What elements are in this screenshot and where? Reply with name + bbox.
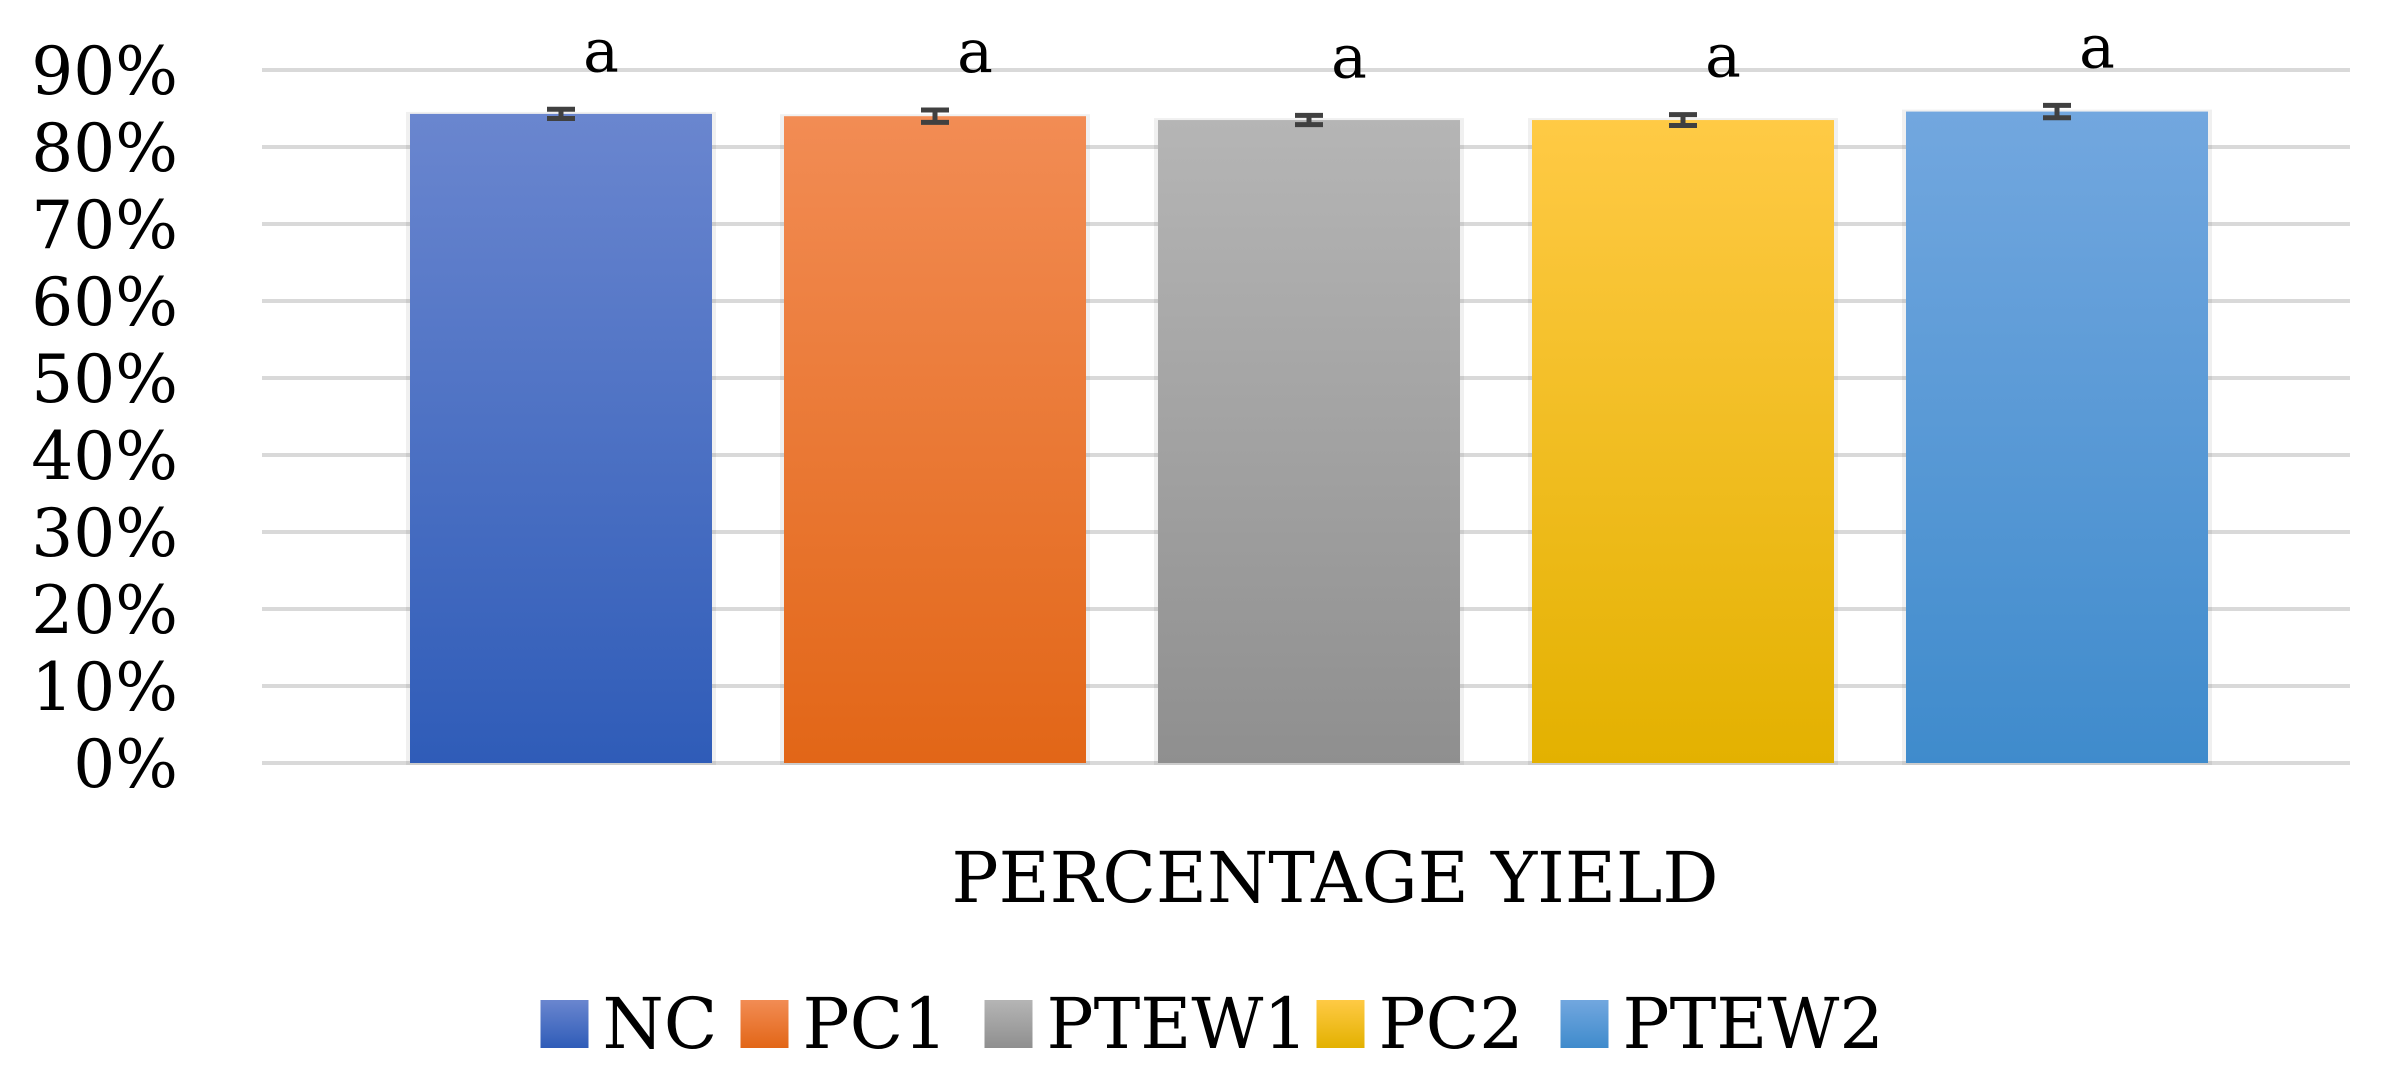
bar-pc2 bbox=[1532, 120, 1834, 764]
legend-item-pc1: PC1 bbox=[740, 983, 948, 1065]
legend-item-nc: NC bbox=[540, 983, 718, 1065]
bar-pc1 bbox=[784, 116, 1086, 763]
error-bar-ptew2 bbox=[2043, 102, 2071, 121]
y-tick-label: 50% bbox=[31, 341, 178, 418]
y-tick-label: 10% bbox=[31, 649, 178, 726]
legend-swatch bbox=[740, 1000, 789, 1048]
legend-swatch bbox=[1316, 1000, 1365, 1048]
y-tick-label: 30% bbox=[31, 495, 178, 572]
legend-label: PTEW1 bbox=[1047, 983, 1308, 1065]
error-bar-ptew1 bbox=[1295, 112, 1323, 128]
error-bar-pc2 bbox=[1669, 112, 1697, 128]
significance-label: a bbox=[583, 16, 619, 86]
bar-nc bbox=[410, 113, 712, 763]
legend-label: PTEW2 bbox=[1623, 983, 1884, 1065]
x-axis-label: PERCENTAGE YIELD bbox=[951, 837, 1718, 919]
y-tick-label: 40% bbox=[31, 418, 178, 495]
legend: NC PC1 PTEW1 PC2 PTEW2 bbox=[540, 983, 1884, 1065]
bar-ptew1 bbox=[1158, 120, 1460, 764]
legend-label: PC1 bbox=[803, 983, 948, 1065]
legend-label: NC bbox=[603, 983, 718, 1065]
error-bar-pc1 bbox=[921, 107, 949, 125]
error-bar-nc bbox=[547, 106, 575, 122]
significance-label: a bbox=[957, 17, 993, 87]
legend-item-ptew2: PTEW2 bbox=[1560, 983, 1884, 1065]
legend-swatch bbox=[540, 1000, 589, 1048]
y-tick-label: 20% bbox=[31, 572, 178, 649]
legend-label: PC2 bbox=[1379, 983, 1524, 1065]
significance-label: a bbox=[1705, 22, 1741, 92]
legend-item-pc2: PC2 bbox=[1316, 983, 1524, 1065]
legend-swatch bbox=[984, 1000, 1033, 1048]
legend-item-ptew1: PTEW1 bbox=[984, 983, 1308, 1065]
y-axis-ticks: 0%10%20%30%40%50%60%70%80%90% bbox=[31, 33, 178, 803]
legend-swatch bbox=[1560, 1000, 1609, 1048]
y-tick-label: 70% bbox=[31, 187, 178, 264]
y-tick-label: 60% bbox=[31, 264, 178, 341]
y-tick-label: 80% bbox=[31, 110, 178, 187]
significance-label: a bbox=[2079, 12, 2115, 82]
y-tick-label: 0% bbox=[73, 726, 178, 803]
significance-label: a bbox=[1331, 22, 1367, 92]
y-tick-label: 90% bbox=[31, 33, 178, 110]
bar-ptew2 bbox=[1906, 111, 2208, 763]
